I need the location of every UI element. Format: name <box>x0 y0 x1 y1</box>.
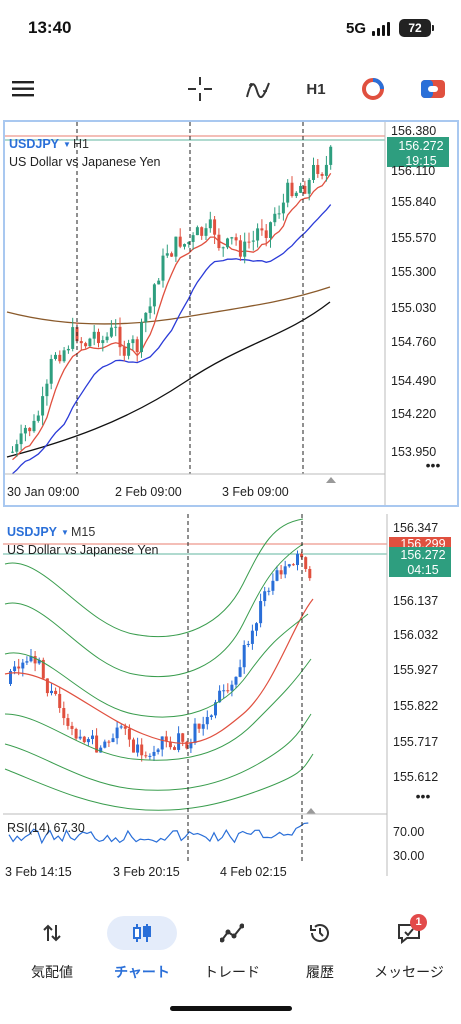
new-order-button[interactable] <box>414 66 452 112</box>
battery-icon: 72 <box>399 19 434 37</box>
price-axis-label: 156.137 <box>393 594 438 608</box>
crosshair-button[interactable] <box>182 66 218 112</box>
price-axis-label: 155.927 <box>393 663 438 677</box>
price-axis-label: 154.220 <box>391 407 436 421</box>
rsi-label: RSI(14) 67.30 <box>7 821 85 835</box>
price-axis-label: 155.030 <box>391 301 436 315</box>
chart-h1-symbol[interactable]: USDJPY <box>9 137 60 151</box>
history-icon <box>310 924 329 942</box>
circle-chart-icon <box>362 78 384 100</box>
chart-h1-more-icon[interactable]: ••• <box>426 457 441 473</box>
order-icon <box>421 80 445 98</box>
nav-messages[interactable]: 1 メッセージ <box>363 912 455 982</box>
indicator-icon <box>246 82 270 99</box>
bollinger-band <box>4 613 309 718</box>
price-axis-label: 156.110 <box>391 164 435 178</box>
hamburger-icon <box>12 81 34 97</box>
price-axis-label: 156.380 <box>391 124 436 138</box>
nav-history-label: 履歴 <box>306 964 334 980</box>
menu-button[interactable] <box>6 66 40 112</box>
chart-h1[interactable]: 156.272 19:15 3 Feb 09:00 2 Feb 09:00 30 Jan… <box>3 120 459 507</box>
status-bar: 13:40 5G 72 <box>0 0 461 58</box>
nav-chart-label: チャート <box>114 964 170 980</box>
bollinger-band <box>4 713 312 791</box>
nav-trade-label: トレード <box>204 964 260 980</box>
bid-countdown: 04:15 <box>407 563 438 577</box>
crosshair-icon <box>188 77 212 101</box>
nav-quotes[interactable]: 気配値 <box>6 912 98 982</box>
nav-chart[interactable]: チャート <box>96 912 188 982</box>
quotes-icon <box>43 924 61 942</box>
chart-m15-more-icon[interactable]: ••• <box>416 788 431 804</box>
bollinger-band <box>4 658 312 761</box>
price-axis-label: 155.717 <box>393 735 438 749</box>
price-axis-label: 155.300 <box>391 265 436 279</box>
time-axis-label: 2 Feb 09:00 <box>115 485 182 499</box>
time-axis-label: 3 Feb 09:00 <box>222 485 289 499</box>
signal-icon <box>372 22 394 36</box>
home-indicator <box>170 1006 292 1011</box>
price-axis-label: 156.347 <box>393 521 438 535</box>
messages-badge: 1 <box>410 914 427 931</box>
indicators-button[interactable] <box>240 66 276 112</box>
bollinger-band <box>4 518 304 638</box>
time-axis-label: 3 Feb 14:15 <box>5 865 72 878</box>
price-axis-label: 155.822 <box>393 699 438 713</box>
nav-trade[interactable]: トレード <box>186 912 278 982</box>
time-axis-label: 30 Jan 09:00 <box>7 485 79 499</box>
ma-fast-line <box>12 172 332 461</box>
bollinger-band <box>4 543 304 678</box>
nav-history[interactable]: 履歴 <box>274 912 366 982</box>
chart-m15-symbol[interactable]: USDJPY <box>7 525 58 539</box>
bottom-navigation: 気配値 チャート トレード 履歴 1 メッセージ <box>0 912 461 982</box>
scroll-marker <box>326 477 336 483</box>
bid-countdown: 19:15 <box>405 154 436 168</box>
chart-m15-description: US Dollar vs Japanese Yen <box>7 543 159 557</box>
price-axis-label: 155.840 <box>391 195 436 209</box>
rsi-axis-label: 70.00 <box>393 825 424 839</box>
time-axis-label: 4 Feb 02:15 <box>220 865 287 878</box>
price-axis-label: 155.570 <box>391 231 436 245</box>
bid-price-box <box>389 547 451 577</box>
bid-price-box <box>387 137 449 167</box>
candlestick-icon <box>133 924 151 942</box>
objects-button[interactable] <box>354 66 392 112</box>
chart-h1-description: US Dollar vs Japanese Yen <box>9 155 161 169</box>
chart-m15-timeframe: M15 <box>71 525 95 539</box>
status-time: 13:40 <box>28 18 72 37</box>
ma-slow-line <box>6 286 331 325</box>
chevron-down-icon[interactable]: ▼ <box>61 528 69 537</box>
time-axis-label: 3 Feb 20:15 <box>113 865 180 878</box>
rsi-axis-label: 30.00 <box>393 849 424 863</box>
timeframe-button[interactable]: H1 <box>296 66 336 112</box>
rsi-line <box>8 822 309 845</box>
network-indicator: 5G <box>346 20 367 37</box>
ma-line <box>4 598 314 744</box>
chart-m15[interactable]: 156.299 156.272 04:15 4 Feb 02:15 3 Feb 20:1… <box>3 514 451 879</box>
ma-medium-line <box>12 204 332 475</box>
chart-h1-timeframe: H1 <box>73 137 89 151</box>
timeframe-label: H1 <box>306 80 326 98</box>
price-axis-label: 156.032 <box>393 628 438 642</box>
chevron-down-icon[interactable]: ▼ <box>63 140 71 149</box>
bid-price-tag: 156.272 <box>400 548 445 562</box>
ma-long-line <box>6 301 331 458</box>
price-axis-label: 155.612 <box>393 770 438 784</box>
bid-price-tag: 156.272 <box>398 139 443 153</box>
trade-icon <box>220 923 244 943</box>
price-axis-label: 154.760 <box>391 335 436 349</box>
bollinger-band <box>4 753 314 811</box>
scroll-marker <box>306 808 316 814</box>
nav-messages-label: メッセージ <box>374 964 444 980</box>
chart-toolbar: H1 <box>0 66 461 112</box>
price-axis-label: 153.950 <box>391 445 436 459</box>
price-axis-label: 154.490 <box>391 374 436 388</box>
nav-quotes-label: 気配値 <box>31 964 73 980</box>
